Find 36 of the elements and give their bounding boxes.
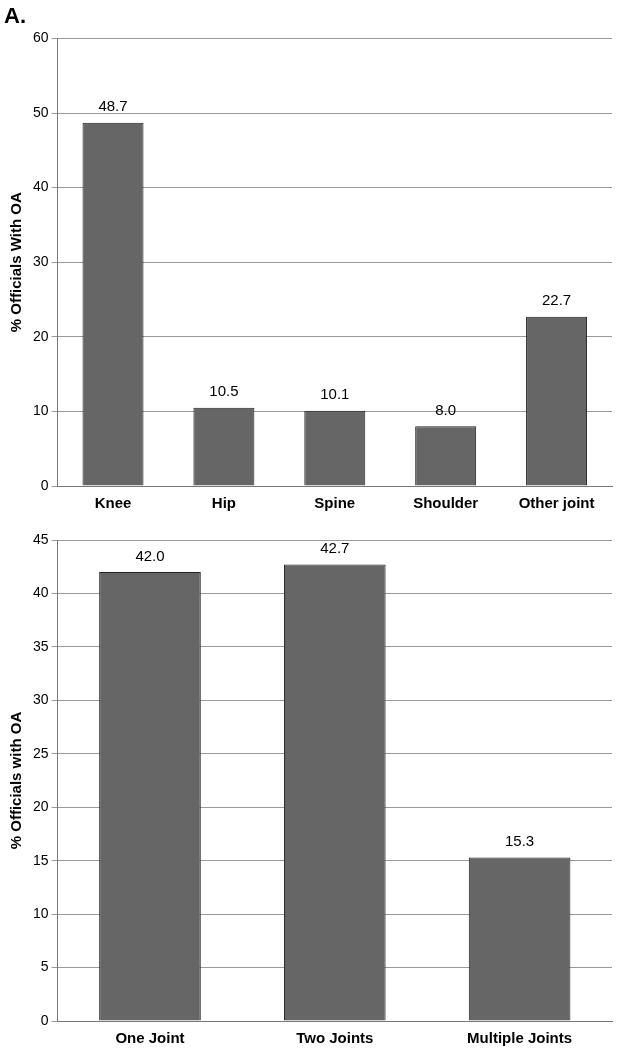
y-tick-label: 30 <box>32 691 49 708</box>
data-label: 8.0 <box>435 400 457 418</box>
data-label: 15.3 <box>504 832 535 850</box>
y-tick-label: 40 <box>32 584 49 601</box>
data-label: 42.7 <box>320 539 350 557</box>
x-tick-label: Shoulder <box>413 494 479 512</box>
y-axis-title: % Officials With OA <box>7 192 25 333</box>
data-label: 22.7 <box>541 291 572 309</box>
y-tick-label: 25 <box>32 744 49 761</box>
data-label: 10.5 <box>209 382 239 400</box>
y-tick-label: 10 <box>32 402 49 419</box>
x-tick-label: Hip <box>211 494 236 512</box>
y-tick-label: 30 <box>32 253 49 270</box>
y-tick-label: 40 <box>32 178 49 195</box>
x-tick-label: Knee <box>94 494 132 512</box>
x-tick-label: Other joint <box>518 494 595 512</box>
y-tick-label: 20 <box>32 327 49 344</box>
chart-title: A. <box>4 3 26 29</box>
y-tick-label: 10 <box>32 904 49 921</box>
x-tick-label: Multiple Joints <box>467 1029 573 1047</box>
y-tick-label: 5 <box>40 958 49 975</box>
data-label: 48.7 <box>98 97 128 115</box>
x-tick-label: Spine <box>314 494 356 512</box>
y-tick-label: 35 <box>32 637 49 654</box>
data-label: 10.1 <box>320 385 350 403</box>
data-label: 42.0 <box>135 546 165 564</box>
y-tick-label: 0 <box>40 1011 49 1028</box>
y-tick-label: 0 <box>40 476 49 493</box>
y-tick-label: 60 <box>32 29 49 46</box>
y-tick-label: 15 <box>32 851 49 868</box>
y-tick-label: 20 <box>32 798 49 815</box>
y-tick-label: 50 <box>32 103 49 120</box>
y-axis-title: % Officials with OA <box>7 711 25 850</box>
y-tick-label: 45 <box>32 530 49 547</box>
x-tick-label: Two Joints <box>296 1029 374 1047</box>
x-tick-label: One Joint <box>115 1029 185 1047</box>
